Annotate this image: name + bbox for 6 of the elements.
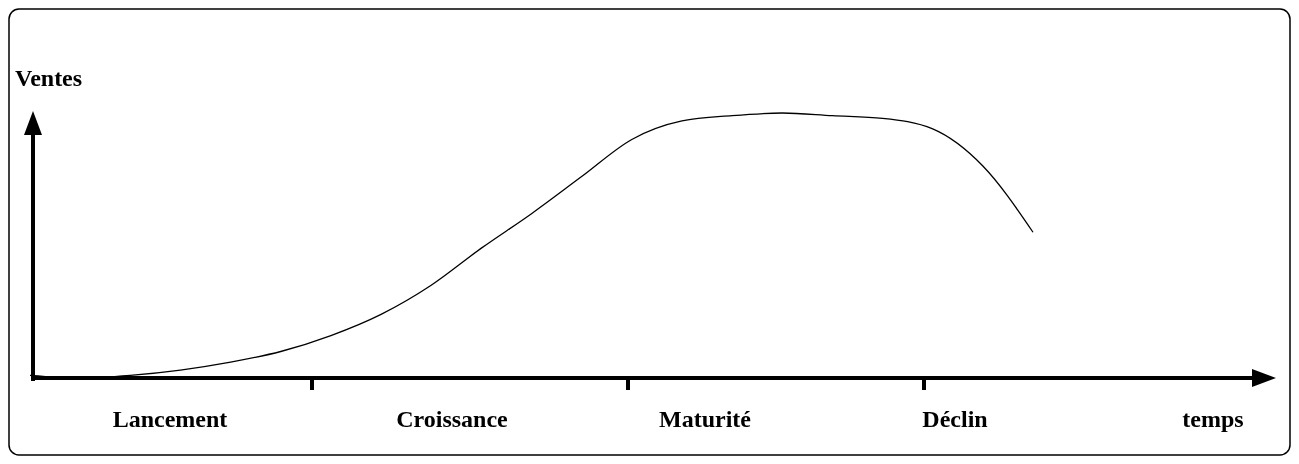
y-axis-title: Ventes — [15, 65, 83, 91]
text: Lancement — [112, 406, 228, 432]
text: Croissance — [396, 406, 509, 432]
text: Déclin — [922, 406, 988, 432]
text: temps — [1182, 406, 1244, 432]
text: Maturité — [659, 406, 752, 432]
